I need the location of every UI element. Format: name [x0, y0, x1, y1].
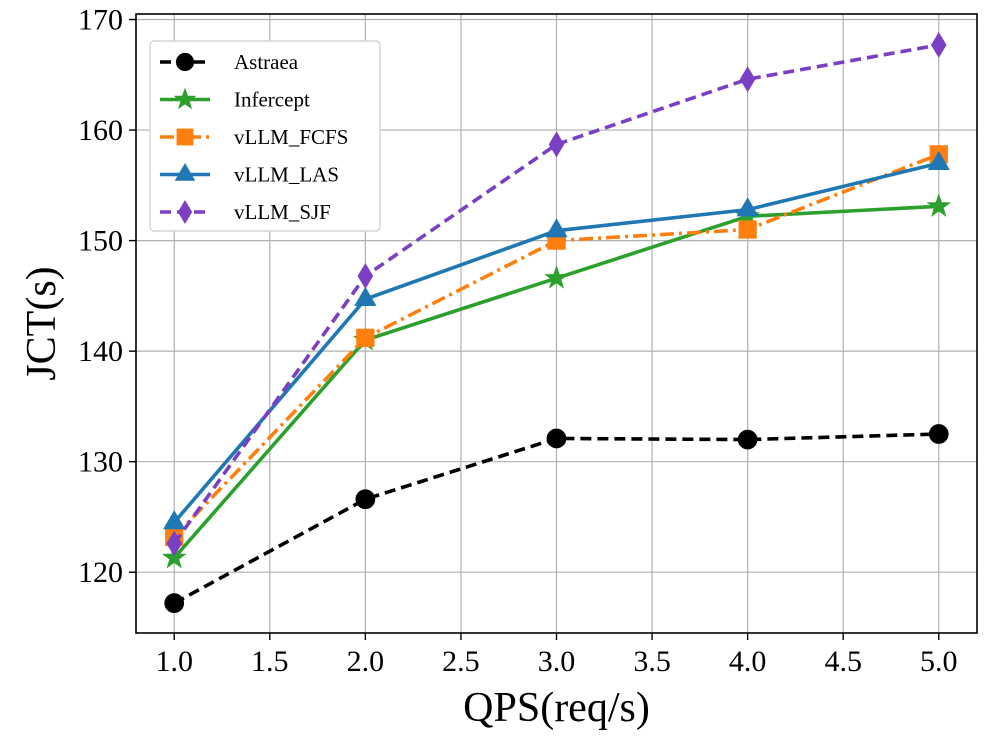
data-point	[166, 530, 183, 557]
legend: Astraea Infercept vLLM_FCFS vLLM_LAS vLLM_SJ…	[149, 40, 381, 232]
legend-marker	[177, 200, 193, 224]
data-point	[548, 131, 565, 158]
data-point	[926, 193, 952, 217]
legend-item: vLLM_SJF	[160, 200, 331, 224]
data-point	[355, 489, 376, 510]
x-axis-ticks: 1.0 1.5 2.0 2.5 3.0 3.5 4.0 4.5 5.0	[155, 633, 958, 678]
data-point	[164, 593, 185, 614]
x-tick-label: 4.0	[729, 645, 767, 678]
y-tick-label: 160	[78, 114, 123, 147]
legend-label: Astraea	[234, 50, 299, 74]
data-point	[928, 424, 949, 444]
legend-marker	[175, 52, 195, 72]
legend-item: vLLM_FCFS	[160, 125, 348, 149]
series-vllm-las	[163, 150, 950, 530]
data-point	[738, 220, 757, 239]
data-point	[736, 197, 759, 217]
data-point	[739, 66, 756, 93]
data-point	[545, 218, 568, 238]
legend-marker	[174, 163, 196, 181]
data-point	[161, 544, 187, 569]
y-tick-label: 150	[78, 225, 123, 258]
legend-item: Infercept	[160, 87, 310, 112]
y-tick-label: 170	[78, 4, 123, 37]
y-axis-title: JCT(s)	[19, 266, 65, 380]
data-point	[737, 429, 758, 450]
x-tick-label: 2.0	[347, 645, 385, 678]
series-astraea	[164, 424, 949, 614]
data-point	[357, 262, 374, 289]
y-tick-label: 140	[78, 335, 123, 368]
data-point	[163, 510, 186, 530]
data-point	[354, 286, 377, 306]
legend-marker	[173, 87, 197, 110]
x-tick-label: 3.0	[538, 645, 576, 678]
legend-label: vLLM_LAS	[234, 163, 339, 187]
legend-label: Infercept	[234, 88, 310, 112]
x-tick-label: 1.5	[251, 645, 289, 678]
legend-item: vLLM_LAS	[160, 163, 339, 187]
x-tick-label: 1.0	[155, 645, 193, 678]
x-tick-label: 2.5	[442, 645, 480, 678]
legend-marker	[176, 128, 194, 146]
legend-label: vLLM_FCFS	[234, 125, 348, 149]
data-point	[356, 328, 375, 348]
y-tick-label: 120	[78, 556, 123, 589]
x-tick-label: 5.0	[920, 645, 958, 678]
data-point	[927, 150, 950, 170]
legend-box	[149, 40, 381, 232]
x-tick-label: 4.5	[824, 645, 862, 678]
x-axis-title: QPS(req/s)	[463, 685, 650, 731]
data-point	[930, 31, 947, 58]
data-point	[546, 428, 567, 449]
legend-item: Astraea	[160, 50, 299, 74]
series-vllm-sjf	[166, 31, 947, 557]
series-layer	[161, 31, 952, 614]
x-tick-label: 3.5	[633, 645, 671, 678]
y-tick-label: 130	[78, 446, 123, 479]
data-point	[544, 265, 569, 289]
legend-label: vLLM_SJF	[234, 200, 331, 224]
y-axis-ticks: 120 130 140 150 160 170	[78, 4, 136, 589]
